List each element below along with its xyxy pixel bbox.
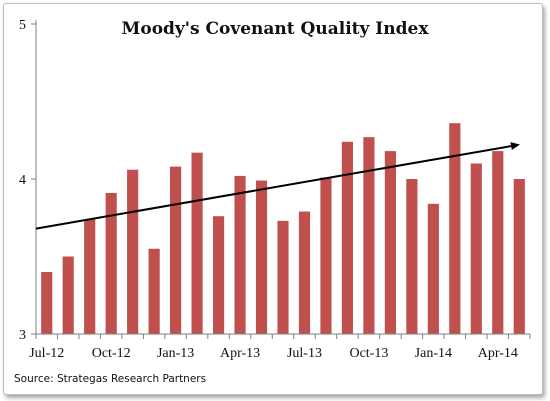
tick-labels-group: 3 4 5 Jul-12 Oct-12 Jan-13 Apr-13 Jul-13 Oct-13 J…: [19, 18, 518, 361]
x-tick-label: Jul-13: [287, 346, 322, 361]
bar-Jul-13: [298, 211, 311, 334]
bar-Nov-12: [127, 169, 139, 334]
chart-title: Moody's Covenant Quality Index: [122, 19, 430, 39]
bar-Jul-12: [41, 272, 53, 334]
bar-May-13: [255, 180, 268, 334]
bar-Jun-13: [277, 220, 289, 334]
x-tick-label: Jul-12: [29, 346, 64, 361]
y-tick-label: 3: [19, 328, 26, 343]
x-tick-label: Oct-13: [349, 346, 388, 361]
bar-Apr-14: [492, 151, 504, 334]
source-note: Source: Strategas Research Partners: [14, 373, 206, 385]
bars-group: [41, 123, 525, 334]
bar-Dec-13: [406, 179, 418, 334]
bar-Aug-13: [320, 177, 332, 334]
bar-Sep-13: [341, 141, 354, 334]
bar-Jan-14: [427, 203, 439, 334]
bar-Nov-13: [384, 151, 396, 334]
y-tick-label: 5: [19, 18, 26, 33]
bar-Mar-13: [212, 216, 225, 334]
bar-Oct-13: [363, 137, 375, 334]
x-tick-label: Apr-13: [220, 346, 260, 361]
y-tick-label: 4: [19, 173, 26, 188]
bar-Mar-14: [470, 163, 482, 334]
bar-Aug-12: [62, 256, 74, 334]
x-tick-label: Apr-14: [478, 346, 518, 361]
bar-Dec-12: [148, 248, 160, 334]
x-tick-label: Jan-14: [415, 346, 452, 361]
bar-Apr-13: [234, 175, 246, 334]
axes-group: [31, 20, 531, 339]
bar-Feb-13: [191, 152, 203, 334]
x-tick-label: Oct-12: [92, 346, 131, 361]
bar-Sep-12: [84, 219, 96, 334]
bar-Oct-12: [105, 192, 117, 334]
bar-Feb-14: [449, 123, 461, 334]
bar-Jan-13: [170, 166, 182, 334]
x-tick-label: Jan-13: [157, 346, 194, 361]
bar-May-14: [513, 179, 525, 334]
trend-line: [35, 142, 520, 230]
